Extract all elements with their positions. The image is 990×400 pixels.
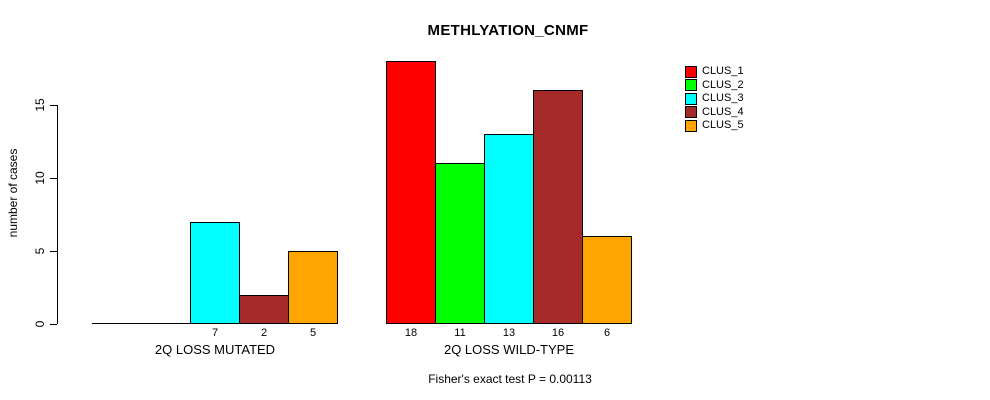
- y-tick-label: 5: [33, 247, 47, 255]
- category-label: 2Q LOSS WILD-TYPE: [443, 342, 575, 357]
- legend-item: CLUS_5: [685, 119, 744, 133]
- bar-value-label: 13: [502, 327, 516, 339]
- bar: [190, 222, 240, 324]
- category-label: 2Q LOSS MUTATED: [154, 342, 276, 357]
- legend-label: CLUS_4: [702, 105, 744, 118]
- legend-item: CLUS_2: [685, 79, 744, 93]
- legend-label: CLUS_5: [702, 119, 744, 132]
- bar-zero: [92, 323, 142, 324]
- y-tick: [50, 104, 57, 106]
- y-tick-label: 15: [33, 98, 47, 112]
- legend-swatch: [685, 65, 697, 78]
- bar: [582, 236, 632, 324]
- bar-value-label: 18: [404, 327, 418, 339]
- legend-swatch: [685, 92, 697, 105]
- legend-item: CLUS_1: [685, 65, 744, 79]
- bar-zero: [141, 323, 191, 324]
- bar: [239, 295, 289, 324]
- legend-swatch: [685, 106, 697, 119]
- bar-value-label: 11: [454, 327, 466, 339]
- y-axis-title: number of cases: [6, 148, 20, 238]
- legend-swatch: [685, 119, 697, 132]
- legend: CLUS_1 CLUS_2 CLUS_3 CLUS_4 CLUS_5: [685, 65, 744, 133]
- bar: [533, 90, 583, 324]
- bar: [386, 61, 436, 324]
- bar: [435, 163, 485, 324]
- legend-item: CLUS_4: [685, 106, 744, 120]
- legend-label: CLUS_2: [702, 78, 744, 91]
- y-tick-label: 0: [33, 320, 47, 328]
- y-tick-label: 10: [33, 171, 47, 185]
- bar-value-label: 6: [603, 327, 611, 339]
- bar-value-label: 2: [260, 327, 268, 339]
- bar: [484, 134, 534, 324]
- chart-title: METHLYATION_CNMF: [427, 22, 589, 39]
- legend-item: CLUS_3: [685, 92, 744, 106]
- legend-label: CLUS_1: [702, 65, 744, 78]
- bar-value-label: 16: [551, 327, 565, 339]
- legend-swatch: [685, 79, 697, 92]
- bar-value-label: 5: [309, 327, 317, 339]
- bar-value-label: 7: [211, 327, 219, 339]
- legend-label: CLUS_3: [702, 92, 744, 105]
- bar: [288, 251, 338, 324]
- y-tick: [50, 177, 57, 179]
- y-tick: [50, 323, 57, 325]
- y-axis-line: [57, 105, 58, 324]
- fisher-test-caption: Fisher's exact test P = 0.00113: [428, 372, 592, 386]
- y-tick: [50, 250, 57, 252]
